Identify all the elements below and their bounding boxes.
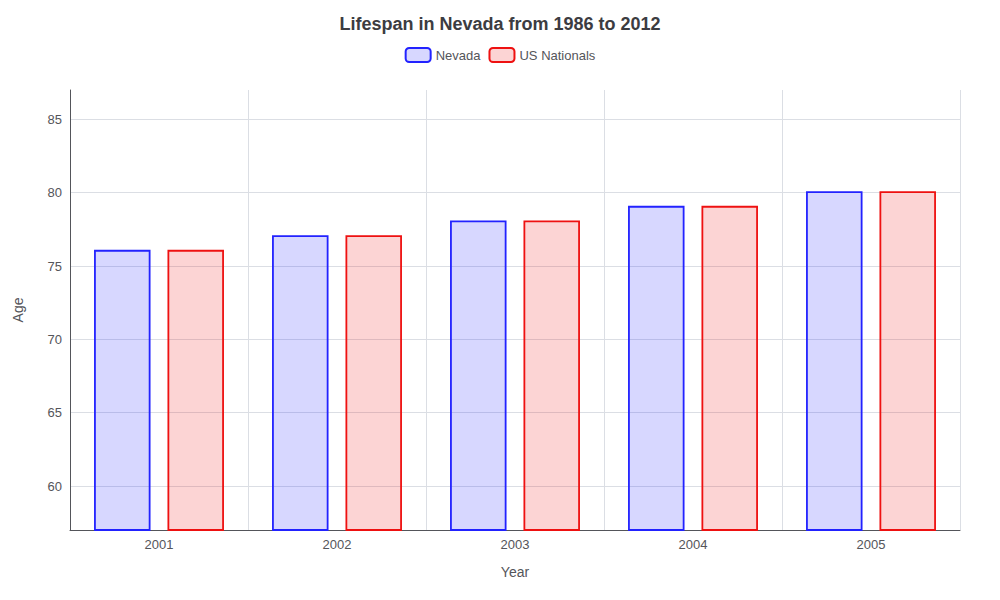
svg-text:Year: Year bbox=[501, 564, 530, 580]
svg-text:2003: 2003 bbox=[501, 537, 530, 552]
svg-text:70: 70 bbox=[48, 332, 62, 347]
svg-text:2002: 2002 bbox=[323, 537, 352, 552]
svg-text:80: 80 bbox=[48, 185, 62, 200]
svg-text:2001: 2001 bbox=[145, 537, 174, 552]
svg-text:65: 65 bbox=[48, 405, 62, 420]
svg-text:Nevada: Nevada bbox=[436, 48, 482, 63]
svg-text:Age: Age bbox=[10, 297, 26, 322]
svg-text:2005: 2005 bbox=[857, 537, 886, 552]
svg-text:60: 60 bbox=[48, 479, 62, 494]
svg-text:US Nationals: US Nationals bbox=[519, 48, 595, 63]
svg-text:Lifespan in Nevada from 1986 t: Lifespan in Nevada from 1986 to 2012 bbox=[339, 14, 660, 34]
svg-text:85: 85 bbox=[48, 112, 62, 127]
svg-text:2004: 2004 bbox=[679, 537, 708, 552]
svg-text:75: 75 bbox=[48, 259, 62, 274]
